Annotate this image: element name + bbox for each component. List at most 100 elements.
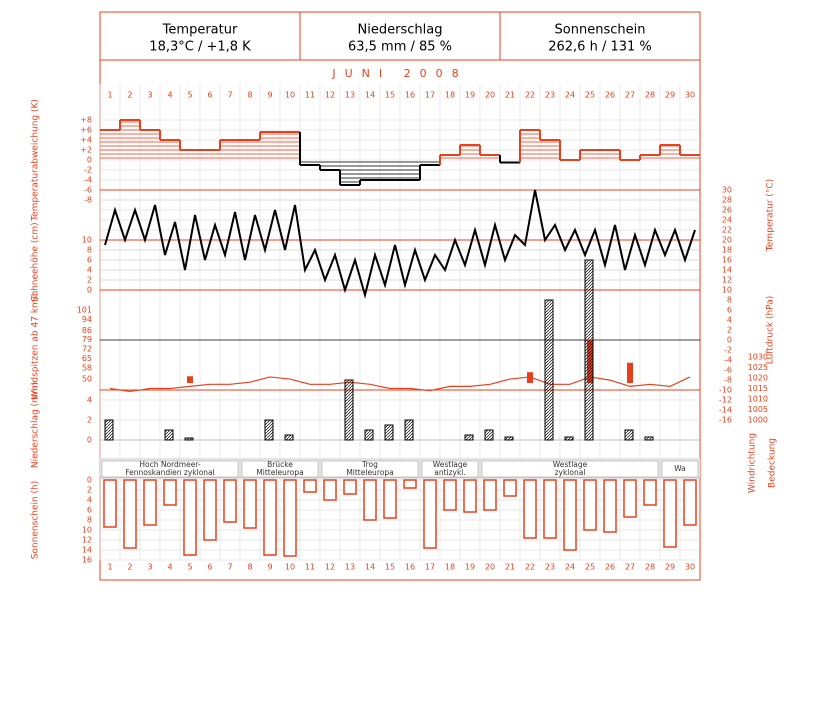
tick-label: 79	[82, 335, 92, 344]
day-label: 10	[285, 563, 295, 572]
day-label: 4	[167, 91, 172, 100]
precip-bar	[364, 429, 374, 441]
wind-gust-bar	[627, 362, 633, 383]
deviation-bar	[100, 130, 120, 160]
day-label: 27	[625, 563, 635, 572]
temperature-line	[104, 189, 696, 299]
tick-label: 8	[727, 296, 732, 305]
precip-bar	[564, 436, 574, 441]
deviation-bar	[120, 120, 140, 160]
tick-label: 2	[87, 416, 92, 425]
sunshine-bar	[383, 479, 397, 519]
tick-label: 2	[727, 326, 732, 335]
deviation-bar	[240, 140, 260, 160]
deviation-bar	[400, 160, 420, 180]
sunshine-bar	[143, 479, 157, 526]
weather-type-box	[321, 460, 419, 478]
axis-title: Windspitzen ab 47 km/h	[31, 291, 41, 400]
tick-label: 10	[82, 526, 92, 535]
tick-label: 0	[87, 436, 92, 445]
weather-type-box	[481, 460, 659, 478]
tick-label: +8	[80, 116, 92, 125]
deviation-bar	[260, 132, 280, 160]
day-label: 15	[385, 91, 395, 100]
tick-label: 72	[82, 345, 92, 354]
deviation-bar	[680, 155, 700, 160]
sunshine-bar	[183, 479, 197, 556]
weather-type-label: Hoch Nordmeer-	[139, 460, 201, 469]
day-label: 20	[485, 563, 495, 572]
sunshine-bar	[203, 479, 217, 541]
precip-bar	[184, 437, 194, 441]
tick-label: -14	[719, 406, 732, 415]
precip-bar	[484, 429, 494, 441]
day-label: 8	[247, 91, 252, 100]
precip-bar	[464, 434, 474, 441]
deviation-bar	[540, 140, 560, 160]
axis-title: Temperatur (°C)	[766, 179, 776, 252]
deviation-bar	[180, 150, 200, 160]
day-label: 3	[147, 563, 152, 572]
sunshine-bar	[523, 479, 537, 539]
precip-bar	[584, 259, 594, 441]
sunshine-bar	[103, 479, 117, 528]
day-label: 26	[605, 91, 615, 100]
day-label: 1	[107, 91, 112, 100]
weather-type-label: Trog	[361, 460, 378, 469]
deviation-bar	[660, 145, 680, 160]
tick-label: -8	[724, 376, 732, 385]
day-label: 30	[685, 91, 695, 100]
tick-label: +6	[80, 126, 92, 135]
weather-type-label: Mitteleuropa	[346, 468, 393, 477]
day-label: 29	[665, 563, 675, 572]
tick-label: 30	[722, 186, 732, 195]
day-label: 7	[227, 563, 232, 572]
precip-bar	[344, 379, 354, 441]
tick-label: +4	[80, 136, 92, 145]
deviation-bar	[520, 130, 540, 160]
deviation-bar	[600, 150, 620, 160]
tick-label: -6	[724, 366, 732, 375]
tick-label: 58	[82, 364, 92, 373]
sunshine-bar	[663, 479, 677, 548]
tick-label: 1010	[748, 395, 768, 404]
axis-title: Niederschlag (mm)	[31, 382, 41, 468]
tick-label: 14	[82, 546, 92, 555]
header-label: Temperatur	[162, 23, 238, 38]
tick-label: 18	[722, 246, 732, 255]
day-label: 9	[267, 563, 272, 572]
tick-label: 50	[82, 374, 92, 383]
sunshine-bar	[683, 479, 697, 526]
day-label: 17	[425, 563, 435, 572]
sunshine-bar	[423, 479, 437, 549]
tick-label: 6	[727, 306, 732, 315]
tick-label: 12	[82, 536, 92, 545]
day-label: 15	[385, 563, 395, 572]
day-label: 11	[305, 563, 315, 572]
precip-bar	[104, 419, 114, 441]
axis-title: Schneehöhe (cm)	[31, 222, 41, 301]
weather-type-label: Fennoskandien zyklonal	[125, 468, 215, 477]
deviation-bar	[140, 130, 160, 160]
tick-label: 94	[82, 315, 92, 324]
deviation-bar	[500, 160, 520, 163]
tick-label: 10	[82, 236, 92, 245]
day-label: 7	[227, 91, 232, 100]
deviation-bar	[340, 160, 360, 185]
header-value: 18,3°C / +1,8 K	[149, 40, 251, 55]
deviation-bar	[460, 145, 480, 160]
deviation-bar	[300, 160, 320, 165]
weather-type-label: antizykl.	[434, 468, 466, 477]
deviation-bar	[220, 140, 240, 160]
sunshine-bar	[363, 479, 377, 521]
tick-label: -4	[84, 176, 92, 185]
tick-label: 1005	[748, 405, 768, 414]
sunshine-bar	[403, 479, 417, 489]
day-label: 29	[665, 91, 675, 100]
axis-title: Windrichtung	[748, 433, 758, 493]
day-label: 18	[445, 91, 455, 100]
day-label: 25	[585, 91, 595, 100]
weather-type-label: Westlage	[433, 460, 468, 469]
deviation-bar	[420, 160, 440, 165]
